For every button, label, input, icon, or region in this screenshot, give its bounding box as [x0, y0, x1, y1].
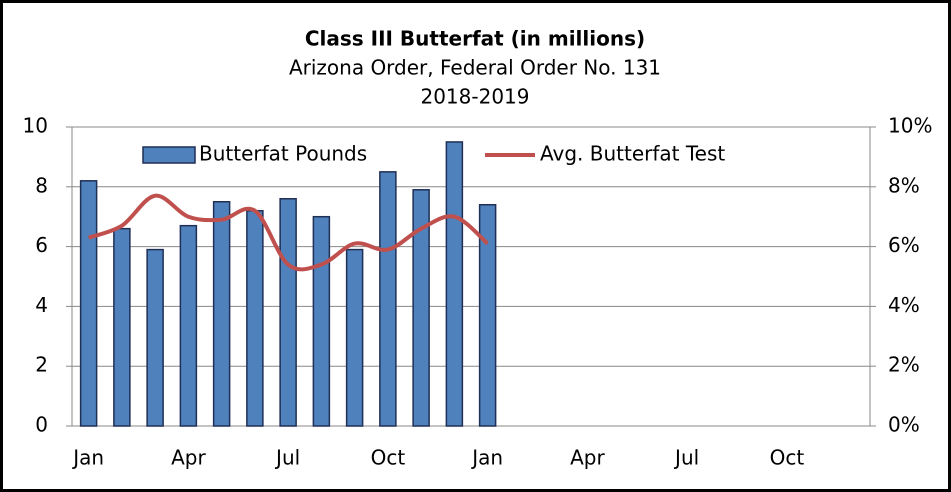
- x-tick-label: Jul: [274, 446, 300, 470]
- y2-tick-label: 10%: [888, 114, 932, 138]
- y2-tick-label: 6%: [888, 233, 920, 257]
- y2-tick-label: 0%: [888, 413, 920, 437]
- bar: [146, 248, 164, 427]
- bar: [412, 189, 430, 427]
- legend-swatch: [142, 146, 196, 164]
- bar: [113, 227, 131, 427]
- y-tick-label: 0: [35, 413, 48, 437]
- y2-tick-label: 4%: [888, 293, 920, 317]
- bar: [345, 248, 364, 427]
- y-tick-label: 8: [35, 173, 48, 197]
- x-tick-label: Jan: [470, 446, 503, 470]
- legend-label: Butterfat Pounds: [199, 142, 367, 166]
- bar: [179, 224, 198, 427]
- chart-title: Class III Butterfat (in millions): [305, 27, 645, 51]
- line: [87, 193, 489, 272]
- bar: [379, 171, 397, 427]
- bar: [246, 209, 264, 427]
- bar: [445, 141, 464, 427]
- y-tick-label: 2: [35, 353, 48, 377]
- y-tick-label: 6: [35, 233, 48, 257]
- bar: [279, 198, 297, 427]
- chart-subtitle: 2018-2019: [420, 85, 529, 109]
- bar: [212, 201, 231, 427]
- bar: [478, 203, 497, 427]
- x-tick-label: Oct: [371, 446, 406, 470]
- y-tick-label: 4: [35, 293, 48, 317]
- x-tick-label: Apr: [171, 446, 206, 470]
- legend-label: Avg. Butterfat Test: [540, 142, 725, 166]
- y2-tick-label: 2%: [888, 353, 920, 377]
- bar: [312, 215, 331, 427]
- bar: [79, 180, 98, 427]
- x-tick-label: Jul: [673, 446, 699, 470]
- x-tick-label: Oct: [770, 446, 805, 470]
- y-tick-label: 10: [23, 114, 48, 138]
- y2-tick-label: 8%: [888, 173, 920, 197]
- x-tick-label: Apr: [570, 446, 605, 470]
- x-tick-label: Jan: [71, 446, 104, 470]
- chart-subtitle: Arizona Order, Federal Order No. 131: [289, 56, 661, 80]
